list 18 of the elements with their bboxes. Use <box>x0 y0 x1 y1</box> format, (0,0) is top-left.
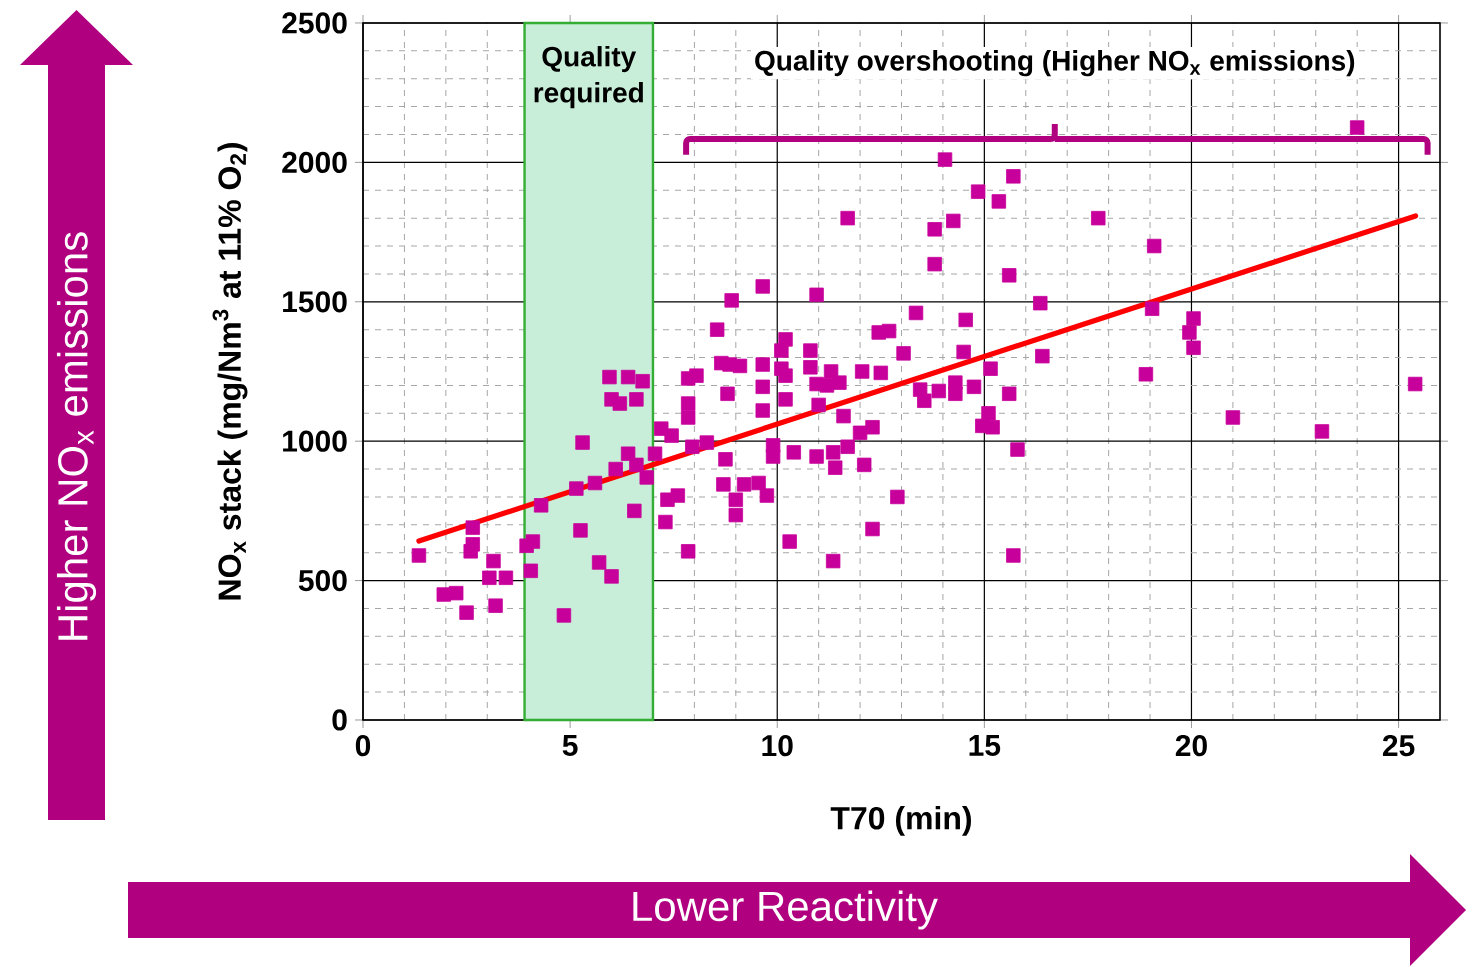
x-axis-title: T70 (min) <box>830 806 971 836</box>
y-tick-label: 1000 <box>283 430 347 452</box>
x-tick-label: 20 <box>1175 735 1207 757</box>
band-label: Quality required <box>534 46 643 109</box>
text: Higher NO$_{x}$ emissions <box>56 232 97 640</box>
x-tick-label: 10 <box>762 735 793 757</box>
annotation: Quality overshooting (Higher NO$_{x}$ emissions) <box>755 50 1355 77</box>
x-tick-label: 5 <box>562 735 578 756</box>
y-tick-label: 500 <box>298 569 347 592</box>
x-tick-label: 15 <box>969 735 1001 756</box>
y-tick-label: 0 <box>332 709 347 731</box>
x-tick-label: 25 <box>1382 735 1415 757</box>
y-tick-label: 2000 <box>282 151 347 173</box>
y-axis-title: NO$_{x}$ stack (mg/Nm$^{3}$ at 11% O$_{2}$) <box>212 143 248 600</box>
text: Lower Reactivity <box>633 890 938 930</box>
y-tick-label: 2500 <box>282 12 347 34</box>
y-tick-label: 1500 <box>283 291 347 313</box>
x-tick-label: 0 <box>355 735 371 757</box>
